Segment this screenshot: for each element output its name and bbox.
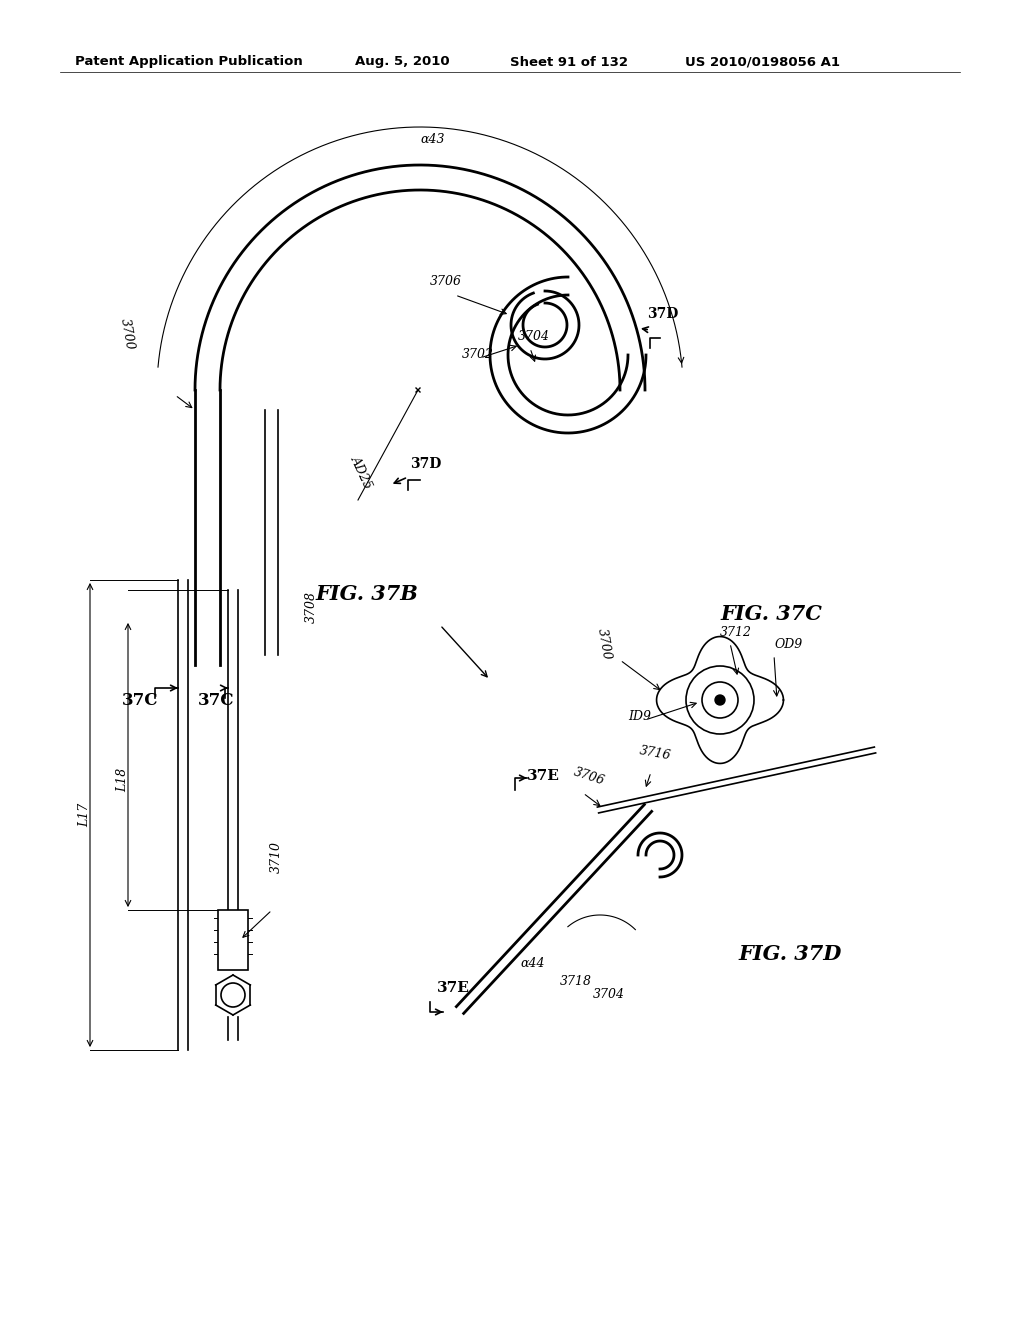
Text: Aug. 5, 2010: Aug. 5, 2010 <box>355 55 450 69</box>
Text: FIG. 37B: FIG. 37B <box>315 583 418 605</box>
Text: FIG. 37C: FIG. 37C <box>720 605 822 624</box>
Text: α43: α43 <box>420 133 444 147</box>
Text: AD25: AD25 <box>348 454 375 491</box>
Text: FIG. 37D: FIG. 37D <box>738 944 842 964</box>
Text: 3708: 3708 <box>305 591 318 623</box>
Text: 3704: 3704 <box>518 330 550 343</box>
Text: 3718: 3718 <box>560 975 592 987</box>
Text: 3706: 3706 <box>572 766 606 788</box>
Text: 3700: 3700 <box>595 627 613 661</box>
Text: US 2010/0198056 A1: US 2010/0198056 A1 <box>685 55 840 69</box>
Text: 3710: 3710 <box>270 841 283 873</box>
Text: 37C: 37C <box>122 692 159 709</box>
Text: 3702: 3702 <box>462 348 494 360</box>
Text: α44: α44 <box>520 957 545 970</box>
Text: L17: L17 <box>78 803 91 828</box>
Text: L18: L18 <box>116 768 129 792</box>
Polygon shape <box>656 636 783 763</box>
Text: Sheet 91 of 132: Sheet 91 of 132 <box>510 55 628 69</box>
Text: 37C: 37C <box>198 692 234 709</box>
Text: ID9: ID9 <box>628 710 651 723</box>
Text: 3704: 3704 <box>593 987 625 1001</box>
Text: Patent Application Publication: Patent Application Publication <box>75 55 303 69</box>
Text: 37E: 37E <box>437 981 470 995</box>
Text: 3700: 3700 <box>118 317 136 351</box>
Text: 37D: 37D <box>410 457 441 471</box>
Text: 3712: 3712 <box>720 626 752 639</box>
Circle shape <box>715 696 725 705</box>
Text: 3706: 3706 <box>430 275 462 288</box>
Text: OD9: OD9 <box>775 638 803 651</box>
Text: 37D: 37D <box>647 308 678 321</box>
Text: 37E: 37E <box>527 770 560 783</box>
Bar <box>218 909 248 970</box>
Text: 3716: 3716 <box>638 744 672 763</box>
